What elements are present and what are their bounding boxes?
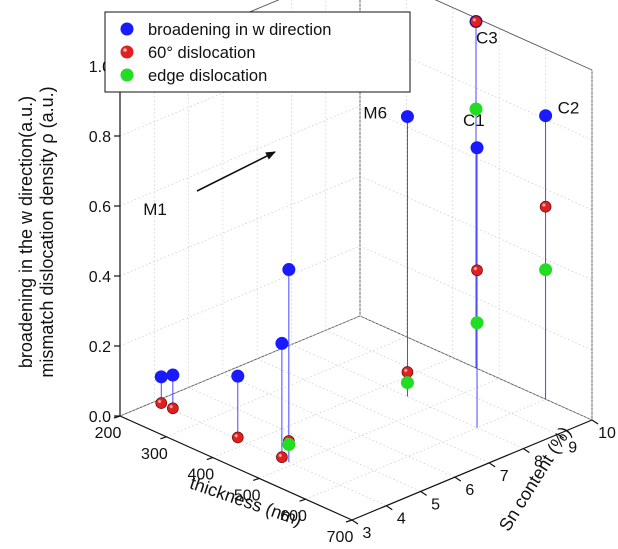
y-tick-label: 6 bbox=[465, 482, 474, 499]
z-tick-label: 0.0 bbox=[89, 409, 111, 426]
axes bbox=[113, 65, 599, 525]
grid-x-floor bbox=[166, 336, 407, 438]
point-60-dislocation bbox=[539, 200, 552, 213]
x-tick-label: 200 bbox=[95, 425, 122, 442]
z-tick-label: 0.4 bbox=[89, 269, 111, 286]
data-points bbox=[154, 15, 553, 463]
point-broadening bbox=[154, 370, 168, 384]
point-broadening bbox=[470, 141, 484, 155]
y-tick-mark bbox=[591, 419, 599, 425]
z-axis-title-line-1: broadening in the w direction(a.u.) bbox=[16, 96, 36, 368]
y-tick-label: 3 bbox=[363, 525, 372, 542]
y-tick-mark bbox=[351, 519, 359, 525]
grid-y-floor bbox=[222, 372, 456, 478]
point-60-dislocation bbox=[276, 451, 288, 463]
point-annotations: M1 M6 C1 C2 C3 bbox=[143, 29, 579, 219]
point-edge-dislocation bbox=[400, 376, 414, 390]
annotation-label: M6 bbox=[363, 104, 387, 123]
annotation-label: C3 bbox=[476, 29, 498, 48]
x-tick-mark bbox=[299, 498, 306, 502]
point-edge-dislocation bbox=[282, 438, 296, 452]
point-60-dislocation bbox=[167, 402, 179, 415]
grid-z-left-wall bbox=[119, 175, 361, 277]
point-edge-dislocation bbox=[539, 263, 553, 277]
point-broadening bbox=[166, 368, 180, 382]
grid-x-floor bbox=[259, 378, 500, 479]
point-60-dislocation bbox=[401, 366, 414, 378]
grid-z-left-wall bbox=[119, 245, 361, 347]
point-60-dislocation bbox=[471, 264, 483, 277]
annotation-label: C1 bbox=[463, 111, 485, 130]
legend: broadening in w direction 60° dislocatio… bbox=[104, 11, 411, 93]
y-tick-label: 5 bbox=[431, 496, 440, 513]
legend-marker-broadening bbox=[120, 22, 134, 36]
x-tick-mark bbox=[253, 477, 260, 481]
y-tick-label: 8 bbox=[534, 454, 543, 471]
grid-x-floor bbox=[212, 357, 453, 458]
y-axis-line bbox=[351, 419, 593, 521]
legend-label-60-dislocation: 60° dislocation bbox=[148, 44, 256, 62]
point-broadening bbox=[282, 263, 296, 277]
y-tick-mark bbox=[385, 505, 393, 511]
point-60-dislocation bbox=[470, 15, 482, 28]
grid-x-floor bbox=[119, 315, 361, 417]
trend-arrow bbox=[196, 151, 276, 192]
grid-x-floor bbox=[305, 398, 546, 500]
x-tick-label: 600 bbox=[280, 508, 307, 525]
x-tick-mark bbox=[345, 519, 353, 523]
x-tick-label: 700 bbox=[327, 529, 354, 546]
point-broadening bbox=[231, 369, 245, 383]
y-tick-mark bbox=[557, 433, 565, 439]
grid-z-left-wall bbox=[119, 105, 361, 207]
annotation-label: M1 bbox=[143, 200, 167, 219]
z-tick-label: 0.2 bbox=[89, 339, 111, 356]
legend-label-edge-dislocation: edge dislocation bbox=[148, 67, 267, 85]
annotation-label: C2 bbox=[558, 99, 580, 118]
grid-y-floor bbox=[325, 329, 558, 435]
x-axis-line bbox=[119, 415, 353, 521]
grid-y-floor bbox=[188, 387, 421, 492]
y-tick-mark bbox=[454, 476, 462, 482]
legend-label-broadening: broadening in w direction bbox=[148, 21, 331, 39]
point-edge-dislocation bbox=[469, 102, 483, 116]
y-tick-mark bbox=[523, 448, 530, 454]
x-axis-title: thickness (nm) bbox=[187, 473, 304, 530]
z-tick-label: 0.6 bbox=[89, 199, 111, 216]
legend-box bbox=[104, 11, 411, 93]
point-broadening bbox=[275, 336, 289, 350]
y-tick-mark bbox=[488, 462, 496, 468]
point-edge-dislocation bbox=[470, 316, 484, 330]
y-tick-label: 4 bbox=[397, 511, 406, 528]
x-tick-label: 500 bbox=[234, 487, 261, 504]
x-tick-mark bbox=[160, 436, 167, 440]
y-tick-label: 7 bbox=[500, 468, 509, 485]
legend-marker-edge-dislocation bbox=[120, 68, 134, 82]
tick-labels: 200 300 400 500 600 700 3 4 5 6 7 8 9 10 0.0 0.2 0.4 0.6 0… bbox=[89, 59, 616, 546]
y-tick-mark bbox=[420, 490, 427, 496]
point-broadening bbox=[400, 110, 414, 124]
y-tick-label: 10 bbox=[598, 425, 616, 442]
x-tick-label: 300 bbox=[141, 446, 168, 463]
point-60-dislocation bbox=[232, 431, 244, 444]
legend-marker-60-dislocation bbox=[120, 45, 134, 59]
z-axis-title-line-2: mismatch dislocation density ρ (a.u.) bbox=[37, 86, 57, 377]
point-broadening bbox=[539, 109, 553, 123]
x-tick-mark bbox=[206, 457, 213, 461]
z-tick-label: 0.8 bbox=[89, 129, 111, 146]
y-tick-label: 9 bbox=[568, 439, 577, 456]
x-tick-label: 400 bbox=[187, 467, 214, 484]
point-60-dislocation bbox=[155, 397, 168, 409]
